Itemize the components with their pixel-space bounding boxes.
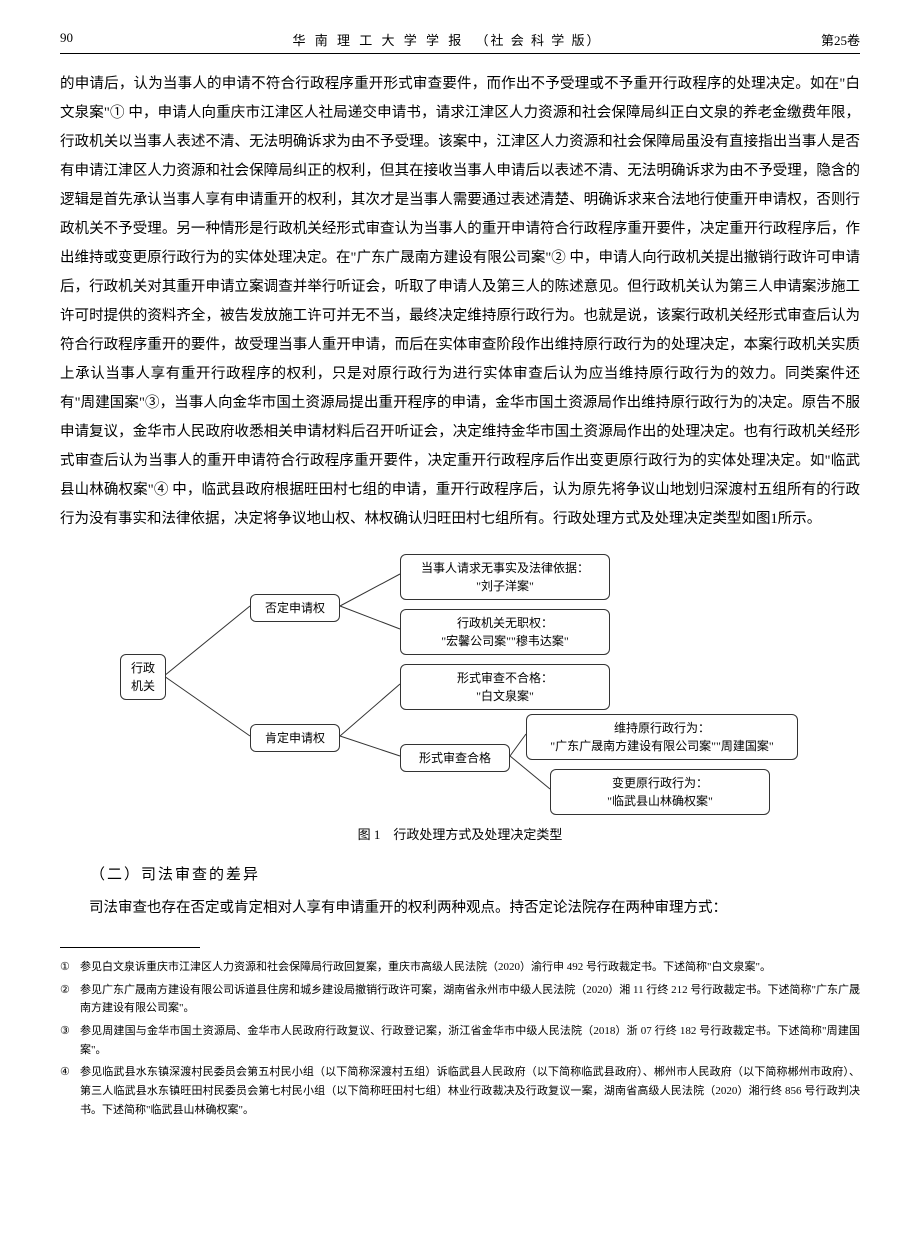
- main-paragraph: 的申请后，认为当事人的申请不符合行政程序重开形式审查要件，而作出不予受理或不予重…: [60, 70, 860, 534]
- figure-node-leaf4: 维持原行政行为："广东广晟南方建设有限公司案""周建国案": [526, 714, 798, 760]
- footnote-text: 参见临武县水东镇深渡村民委员会第五村民小组（以下简称深渡村五组）诉临武县人民政府…: [80, 1063, 860, 1119]
- footnote-text: 参见周建国与金华市国土资源局、金华市人民政府行政复议、行政登记案，浙江省金华市中…: [80, 1022, 860, 1059]
- footnotes-block: ①参见白文泉诉重庆市江津区人力资源和社会保障局行政回复案，重庆市高级人民法院（2…: [60, 958, 860, 1120]
- figure-node-leaf3: 形式审查不合格："白文泉案": [400, 664, 610, 710]
- page-header: 90 华 南 理 工 大 学 学 报 （社 会 科 学 版） 第25卷: [60, 30, 860, 54]
- figure-node-leaf2: 行政机关无职权："宏馨公司案""穆韦达案": [400, 609, 610, 655]
- figure-1-caption: 图 1 行政处理方式及处理决定类型: [60, 824, 860, 843]
- page-number: 90: [60, 30, 73, 49]
- volume-label: 第25卷: [821, 30, 860, 49]
- figure-node-pass: 形式审查合格: [400, 744, 510, 772]
- figure-1-tree: 行政机关 否定申请权肯定申请权 当事人请求无事实及法律依据："刘子洋案" 行政机关无职…: [120, 554, 800, 814]
- section-2-title: （二）司法审查的差异: [60, 863, 860, 884]
- journal-title-block: 华 南 理 工 大 学 学 报 （社 会 科 学 版）: [292, 30, 601, 49]
- footnote-marker: ①: [60, 958, 80, 977]
- figure-node-affirm: 肯定申请权: [250, 724, 340, 752]
- journal-subtitle: （社 会 科 学 版）: [475, 33, 601, 48]
- figure-node-root: 行政机关: [120, 654, 166, 700]
- figure-node-deny: 否定申请权: [250, 594, 340, 622]
- figure-node-leaf5: 变更原行政行为："临武县山林确权案": [550, 769, 770, 815]
- journal-title: 华 南 理 工 大 学 学 报: [292, 33, 464, 48]
- figure-1-container: 行政机关 否定申请权肯定申请权 当事人请求无事实及法律依据："刘子洋案" 行政机关无职…: [60, 554, 860, 814]
- figure-node-leaf1: 当事人请求无事实及法律依据："刘子洋案": [400, 554, 610, 600]
- footnote-item: ②参见广东广晟南方建设有限公司诉道县住房和城乡建设局撤销行政许可案，湖南省永州市…: [60, 981, 860, 1018]
- footnote-item: ④参见临武县水东镇深渡村民委员会第五村民小组（以下简称深渡村五组）诉临武县人民政…: [60, 1063, 860, 1119]
- footnote-marker: ②: [60, 981, 80, 1018]
- section-2-text: 司法审查也存在否定或肯定相对人享有申请重开的权利两种观点。持否定论法院存在两种审…: [60, 894, 860, 923]
- footnote-text: 参见广东广晟南方建设有限公司诉道县住房和城乡建设局撤销行政许可案，湖南省永州市中…: [80, 981, 860, 1018]
- footnote-item: ①参见白文泉诉重庆市江津区人力资源和社会保障局行政回复案，重庆市高级人民法院（2…: [60, 958, 860, 977]
- footnote-marker: ④: [60, 1063, 80, 1119]
- footnote-separator: [60, 947, 200, 948]
- footnote-text: 参见白文泉诉重庆市江津区人力资源和社会保障局行政回复案，重庆市高级人民法院（20…: [80, 958, 771, 977]
- footnote-marker: ③: [60, 1022, 80, 1059]
- footnote-item: ③参见周建国与金华市国土资源局、金华市人民政府行政复议、行政登记案，浙江省金华市…: [60, 1022, 860, 1059]
